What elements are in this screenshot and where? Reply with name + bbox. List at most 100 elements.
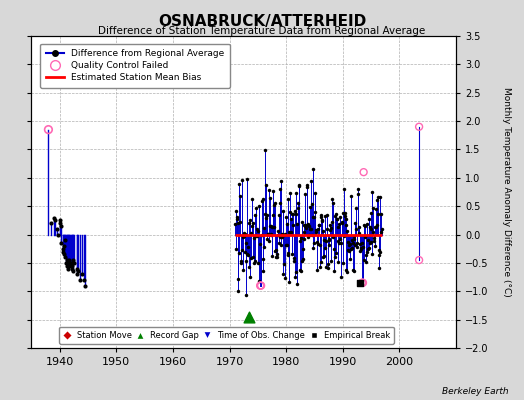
Point xyxy=(274,228,282,234)
Point xyxy=(60,251,68,258)
Point xyxy=(267,223,276,230)
Point xyxy=(354,186,363,192)
Point xyxy=(268,224,276,230)
Point xyxy=(332,210,340,217)
Point xyxy=(278,234,286,240)
Point xyxy=(245,314,254,320)
Point xyxy=(337,240,345,246)
Point xyxy=(309,166,318,173)
Point xyxy=(368,189,376,196)
Point xyxy=(306,204,314,210)
Point xyxy=(328,196,336,202)
Point xyxy=(285,229,293,235)
Point xyxy=(261,211,269,217)
Point xyxy=(69,268,77,275)
Point xyxy=(340,233,348,239)
Point xyxy=(278,231,287,237)
Point xyxy=(66,262,74,269)
Point xyxy=(262,214,270,221)
Point xyxy=(350,268,358,274)
Point xyxy=(321,213,330,219)
Point xyxy=(313,238,321,245)
Point xyxy=(63,265,72,272)
Point xyxy=(270,224,279,231)
Point xyxy=(292,268,300,275)
Point xyxy=(266,223,274,230)
Point xyxy=(355,224,363,230)
Point xyxy=(59,248,67,255)
Point xyxy=(318,218,326,224)
Point xyxy=(360,257,368,263)
Point xyxy=(276,186,285,192)
Point xyxy=(280,230,289,237)
Point xyxy=(305,223,313,230)
Point xyxy=(252,212,260,218)
Point xyxy=(248,222,256,229)
Point xyxy=(329,234,337,240)
Point xyxy=(373,197,381,204)
Point xyxy=(313,226,322,232)
Point xyxy=(291,190,300,196)
Point xyxy=(260,244,269,250)
Point xyxy=(319,254,327,261)
Point xyxy=(323,260,332,267)
Point xyxy=(67,260,75,266)
Point xyxy=(369,234,378,241)
Point xyxy=(355,230,364,236)
Point xyxy=(348,237,356,244)
Point xyxy=(307,178,315,185)
Point xyxy=(244,244,252,250)
Point xyxy=(304,232,313,238)
Point xyxy=(298,258,307,264)
Point xyxy=(300,222,309,228)
Point xyxy=(333,216,341,222)
Point xyxy=(61,254,70,260)
Point xyxy=(64,260,72,266)
Point xyxy=(322,238,330,244)
Point xyxy=(359,169,368,175)
Point xyxy=(327,258,335,264)
Point xyxy=(289,222,298,229)
Point xyxy=(334,259,343,266)
Point xyxy=(316,242,324,248)
Point xyxy=(232,208,240,214)
Point xyxy=(302,225,310,231)
Point xyxy=(336,236,344,242)
Point xyxy=(241,249,249,255)
Point xyxy=(269,188,278,194)
Point xyxy=(267,232,275,238)
Point xyxy=(314,241,322,248)
Point xyxy=(283,242,291,248)
Point xyxy=(346,193,355,200)
Point xyxy=(315,264,324,270)
Point xyxy=(275,240,283,246)
Point xyxy=(239,234,247,240)
Point xyxy=(299,256,307,262)
Point xyxy=(349,267,357,273)
Point xyxy=(294,200,302,206)
Point xyxy=(285,279,293,285)
Point xyxy=(330,246,338,252)
Point xyxy=(56,217,64,224)
Point xyxy=(296,267,304,273)
Point xyxy=(351,242,359,248)
Point xyxy=(335,220,343,227)
Point xyxy=(243,176,251,182)
Point xyxy=(290,257,298,264)
Point xyxy=(373,221,381,228)
Point xyxy=(255,203,264,209)
Point xyxy=(331,213,339,220)
Point xyxy=(256,241,264,247)
Point xyxy=(69,257,78,263)
Point xyxy=(247,196,256,202)
Point xyxy=(261,147,269,153)
Point xyxy=(73,271,81,278)
Point xyxy=(233,214,241,220)
Point xyxy=(263,236,271,242)
Legend: Station Move, Record Gap, Time of Obs. Change, Empirical Break: Station Move, Record Gap, Time of Obs. C… xyxy=(59,326,394,344)
Point xyxy=(334,238,342,244)
Point xyxy=(232,246,241,252)
Point xyxy=(297,235,305,242)
Point xyxy=(252,232,260,238)
Point xyxy=(321,245,329,251)
